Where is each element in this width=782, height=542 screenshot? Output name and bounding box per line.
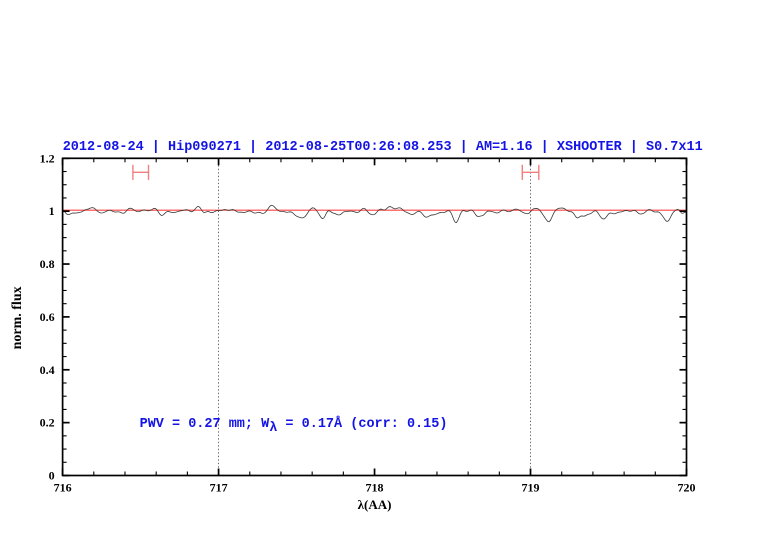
svg-text:720: 720 [678, 481, 696, 495]
svg-text:0.4: 0.4 [40, 363, 55, 377]
svg-text:0.8: 0.8 [40, 257, 55, 271]
svg-text:1: 1 [49, 204, 55, 218]
svg-text:0.2: 0.2 [40, 416, 55, 430]
svg-text:0: 0 [49, 469, 55, 483]
svg-text:0.6: 0.6 [40, 310, 55, 324]
svg-text:718: 718 [366, 481, 384, 495]
svg-text:717: 717 [210, 481, 228, 495]
svg-text:1.2: 1.2 [40, 151, 55, 165]
svg-text:716: 716 [54, 481, 72, 495]
svg-text:λ(AA): λ(AA) [358, 497, 392, 512]
svg-text:2012-08-24 | Hip090271 | 2012-: 2012-08-24 | Hip090271 | 2012-08-25T00:2… [63, 140, 703, 155]
svg-text:719: 719 [522, 481, 540, 495]
svg-text:norm. flux: norm. flux [10, 286, 25, 349]
